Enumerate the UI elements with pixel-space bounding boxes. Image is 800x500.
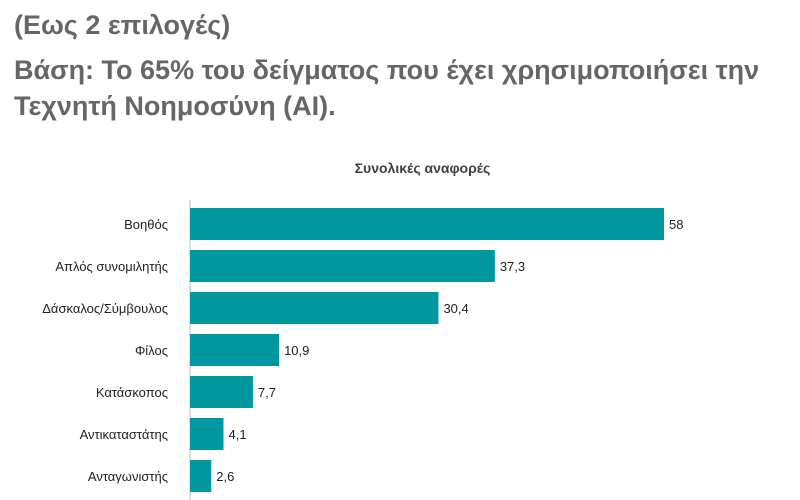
value-label: 37,3 [500,259,525,274]
category-label: Φίλος [135,343,168,358]
value-label: 10,9 [284,343,309,358]
sample-base-subtitle: Βάση: Το 65% του δείγματος που έχει χρησ… [14,55,760,121]
bar [190,208,664,240]
value-label: 30,4 [443,301,468,316]
value-label: 2,6 [216,469,234,484]
category-label: Δάσκαλος/Σύμβουλος [42,301,168,316]
bar [190,460,212,492]
value-label: 58 [669,217,683,232]
chart-title: Συνολικές αναφορές [354,160,491,176]
bar [190,292,439,324]
category-label: Απλός συνομιλητής [55,259,168,274]
category-label: Ανταγωνιστής [88,469,168,484]
bar [190,250,495,282]
category-label: Κατάσκοπος [96,385,168,400]
bar [190,376,253,408]
category-label: Αντικαταστάτης [80,427,168,442]
category-label: Βοηθός [124,217,168,232]
value-label: 4,1 [229,427,247,442]
value-label: 7,7 [258,385,276,400]
bar [190,334,280,366]
selection-note: (Εως 2 επιλογές) [14,10,231,40]
bar [190,418,224,450]
